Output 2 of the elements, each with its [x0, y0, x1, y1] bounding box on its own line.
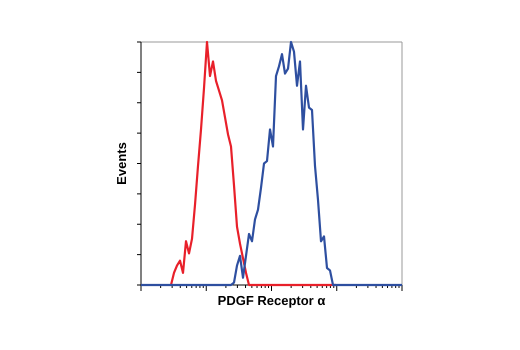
y-axis-title: Events [114, 142, 129, 185]
x-axis-title: PDGF Receptor α [218, 293, 326, 308]
